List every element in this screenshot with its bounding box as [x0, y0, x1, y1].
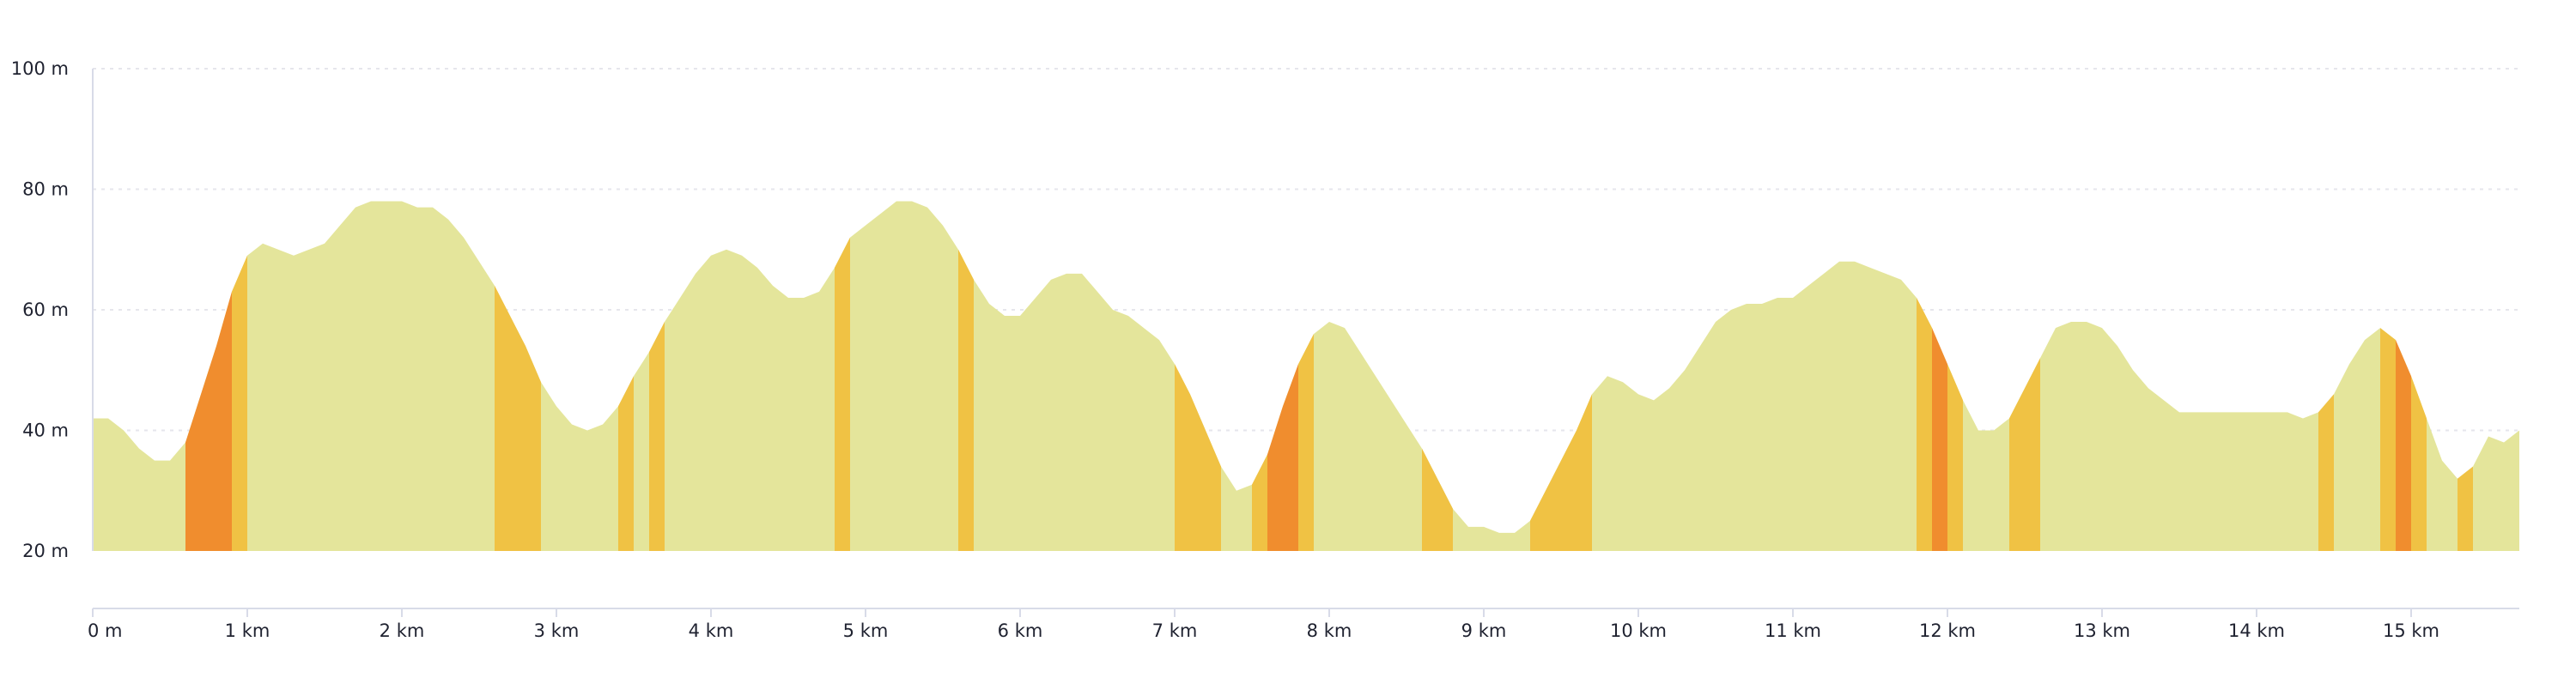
x-tick-label: 11 km — [1765, 620, 1821, 641]
x-tick-label: 4 km — [689, 620, 734, 641]
x-tick-label: 6 km — [998, 620, 1043, 641]
x-tick-label: 8 km — [1307, 620, 1352, 641]
x-tick-label: 15 km — [2383, 620, 2439, 641]
grade-segment-moderate — [1252, 454, 1267, 551]
y-tick-label: 20 m — [22, 541, 69, 561]
x-tick-label: 14 km — [2228, 620, 2285, 641]
y-tick-label: 100 m — [11, 58, 69, 79]
grade-segment-steep — [1267, 364, 1298, 551]
grade-segment-moderate — [2318, 394, 2334, 551]
x-tick-label: 0 m — [88, 620, 123, 641]
axes — [92, 69, 2519, 609]
grade-segment-moderate — [1917, 297, 1932, 551]
grade-segment-moderate — [835, 237, 850, 551]
grade-segment-moderate — [1422, 448, 1453, 551]
grade-segment-moderate — [1175, 364, 1221, 551]
grade-segment-moderate — [1298, 334, 1314, 551]
grade-segment-steep — [2396, 340, 2411, 551]
grade-segment-moderate — [1947, 364, 1963, 551]
x-tick-label: 9 km — [1461, 620, 1507, 641]
x-tick-label: 2 km — [380, 620, 425, 641]
y-tick-label: 60 m — [22, 300, 69, 320]
x-tick-label: 1 km — [225, 620, 270, 641]
x-axis-tick-labels: 0 m 1 km 2 km 3 km 4 km 5 km 6 km 7 km 8 km 9 km 1… — [88, 608, 2439, 641]
grade-segments — [185, 237, 2473, 551]
x-tick-label: 7 km — [1152, 620, 1198, 641]
grade-segment-moderate — [618, 376, 634, 551]
grade-segment-moderate — [2458, 466, 2473, 551]
grade-segment-moderate — [2411, 376, 2427, 551]
grade-segment-steep — [185, 291, 232, 551]
grade-segment-moderate — [958, 249, 974, 551]
x-tick-label: 3 km — [534, 620, 580, 641]
grade-segment-moderate — [2009, 358, 2040, 551]
x-tick-label: 5 km — [843, 620, 889, 641]
y-tick-label: 40 m — [22, 421, 69, 441]
y-tick-label: 80 m — [22, 179, 69, 200]
grade-segment-moderate — [2380, 328, 2396, 551]
y-axis-tick-labels: 20 m 40 m 60 m 80 m 100 m — [11, 58, 69, 561]
grade-segment-moderate — [1530, 394, 1592, 551]
x-tick-label: 12 km — [1919, 620, 1976, 641]
x-tick-label: 10 km — [1610, 620, 1667, 641]
grade-segment-moderate — [495, 285, 541, 551]
grade-segment-moderate — [232, 255, 247, 551]
grade-segment-steep — [1932, 328, 1947, 551]
x-tick-label: 13 km — [2074, 620, 2130, 641]
grade-segment-moderate — [649, 322, 665, 551]
